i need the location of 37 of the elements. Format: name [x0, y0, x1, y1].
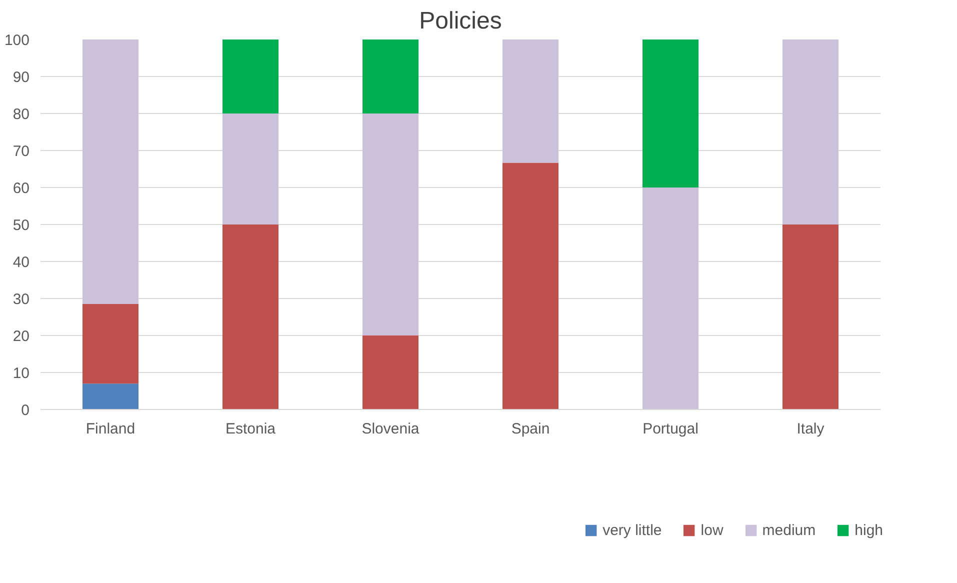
x-tick-label: Finland — [86, 420, 136, 438]
bar — [222, 224, 278, 410]
y-tick-label: 70 — [12, 143, 30, 160]
bar — [82, 384, 138, 410]
y-tick-label: 0 — [21, 402, 30, 419]
bar — [82, 304, 138, 384]
bar — [222, 40, 278, 114]
y-tick-label: 20 — [12, 328, 30, 345]
bar — [782, 224, 838, 410]
bar — [502, 162, 558, 410]
x-tick-label: Estonia — [225, 420, 276, 438]
y-tick-label: 50 — [12, 217, 30, 234]
bar — [642, 188, 698, 410]
y-tick-label: 80 — [12, 106, 30, 123]
legend-label: medium — [762, 522, 816, 538]
bar — [82, 40, 138, 304]
legend-label: high — [854, 522, 883, 538]
bar — [362, 114, 418, 336]
y-tick-label: 100 — [4, 32, 30, 49]
x-tick-label: Portugal — [642, 420, 698, 438]
bar — [362, 40, 418, 114]
bar — [502, 40, 558, 163]
x-tick-label: Slovenia — [362, 420, 420, 438]
legend-label: very little — [602, 522, 662, 538]
legend-label: low — [700, 522, 724, 538]
bar — [782, 40, 838, 224]
bar — [362, 336, 418, 410]
y-tick-label: 90 — [12, 69, 30, 86]
y-tick-label: 40 — [12, 254, 30, 271]
x-tick-label: Italy — [796, 420, 825, 438]
bar — [222, 114, 278, 224]
y-tick-label: 10 — [12, 365, 30, 382]
y-tick-label: 30 — [12, 291, 30, 308]
chart-title: Policies — [419, 8, 502, 34]
bar — [642, 40, 698, 188]
x-tick-label: Spain — [511, 420, 550, 438]
y-tick-label: 60 — [12, 180, 30, 197]
